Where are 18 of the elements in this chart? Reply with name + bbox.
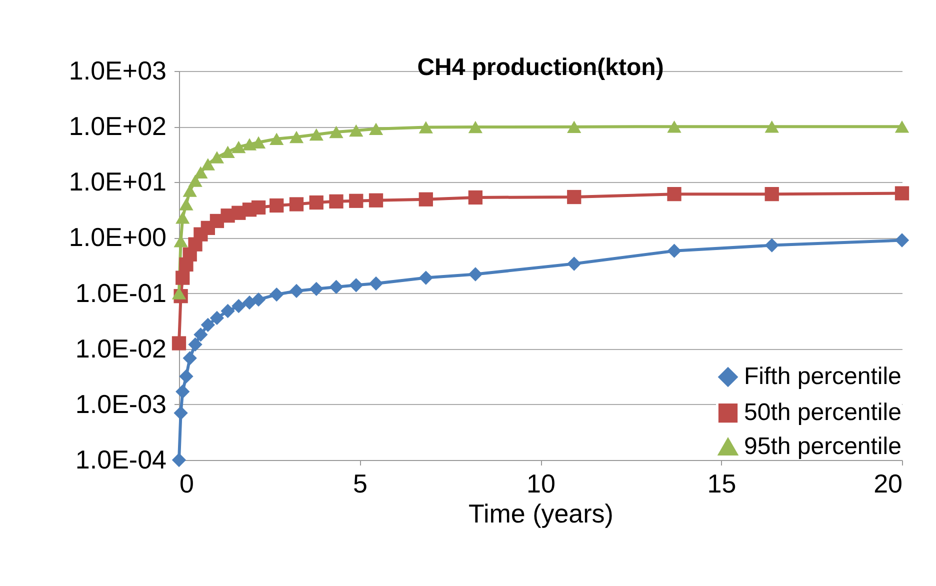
y-tick-label: 1.0E+02 [68,111,166,142]
legend-label: 50th percentile [744,399,902,426]
x-tick-label: 20 [874,468,902,498]
y-tick-label: 1.0E+00 [68,222,166,252]
y-tick-label: 1.0E+03 [68,56,166,86]
y-tick-label: 1.0E+01 [68,166,166,197]
legend-label: 95th percentile [744,433,902,460]
x-tick-label: 15 [707,468,736,498]
legend-label: Fifth percentile [744,363,902,390]
chart-title: CH4 production(kton) [417,54,664,81]
y-tick-label: 1.0E-01 [75,278,166,308]
x-tick-label: 5 [353,468,368,498]
x-tick-label: 0 [180,468,194,498]
y-tick-label: 1.0E-03 [75,388,166,419]
y-tick-label: 1.0E-04 [75,444,166,474]
x-tick-label: 10 [526,468,556,498]
x-axis-title: Time (years) [468,498,614,528]
y-tick-label: 1.0E-02 [75,333,166,364]
